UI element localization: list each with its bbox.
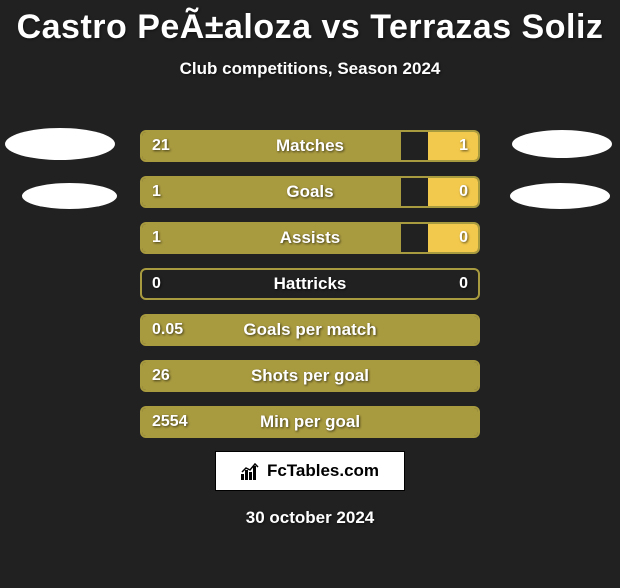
date-label: 30 october 2024	[0, 508, 620, 528]
stat-row: 21Matches1	[140, 130, 480, 162]
stat-row: 0Hattricks0	[140, 268, 480, 300]
metric-label: Goals	[142, 178, 478, 206]
stat-row: 2554Min per goal	[140, 406, 480, 438]
metric-label: Shots per goal	[142, 362, 478, 390]
metric-label: Goals per match	[142, 316, 478, 344]
stat-row: 26Shots per goal	[140, 360, 480, 392]
player-left-badge-1	[5, 128, 115, 160]
attribution-box: FcTables.com	[215, 451, 405, 491]
stat-row: 0.05Goals per match	[140, 314, 480, 346]
attribution-label: FcTables.com	[267, 461, 379, 481]
comparison-bars: 21Matches11Goals01Assists00Hattricks00.0…	[140, 130, 480, 452]
value-right: 0	[459, 270, 468, 298]
player-right-badge-2	[510, 183, 610, 209]
metric-label: Hattricks	[142, 270, 478, 298]
value-right: 0	[459, 178, 468, 206]
stat-row: 1Goals0	[140, 176, 480, 208]
subtitle: Club competitions, Season 2024	[0, 59, 620, 79]
stat-row: 1Assists0	[140, 222, 480, 254]
metric-label: Matches	[142, 132, 478, 160]
player-right-badge-1	[512, 130, 612, 158]
metric-label: Min per goal	[142, 408, 478, 436]
metric-label: Assists	[142, 224, 478, 252]
value-right: 0	[459, 224, 468, 252]
player-left-badge-2	[22, 183, 117, 209]
chart-icon	[241, 462, 261, 480]
value-right: 1	[459, 132, 468, 160]
page-title: Castro PeÃ±aloza vs Terrazas Soliz	[0, 8, 620, 47]
